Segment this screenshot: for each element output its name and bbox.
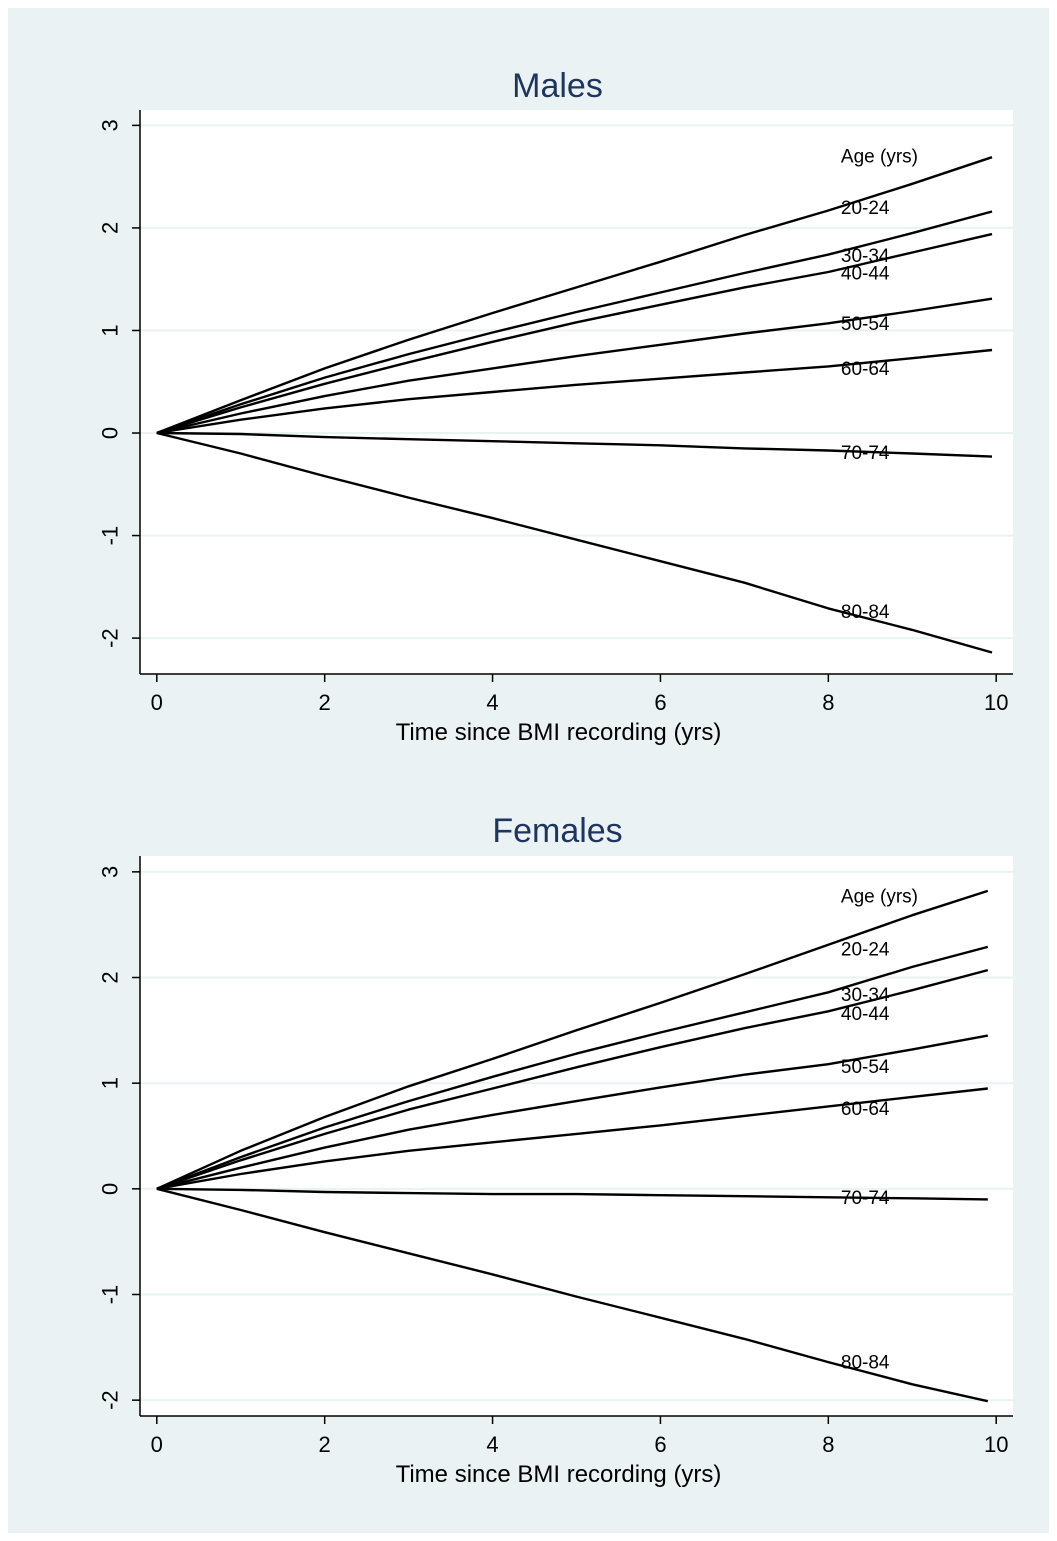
series-label: 60-64 (841, 359, 890, 380)
plot-region (140, 856, 1013, 1416)
y-tick-label: 1 (98, 324, 123, 336)
series-label: 30-34 (841, 246, 890, 267)
x-tick-label: 4 (486, 1432, 498, 1457)
series-label: 60-64 (841, 1099, 890, 1120)
chart-title: Females (492, 812, 622, 850)
y-tick-label: 3 (98, 866, 123, 878)
x-axis-title: Time since BMI recording (yrs) (396, 1461, 722, 1488)
series-label: 80-84 (841, 1353, 890, 1374)
series-label: 20-24 (841, 940, 890, 961)
y-tick-label: 2 (98, 222, 123, 234)
x-tick-label: 4 (486, 690, 498, 715)
series-line-80-84 (156, 1187, 989, 1403)
series-line-20-24 (156, 889, 989, 1190)
series-line-70-74 (156, 1187, 988, 1201)
x-tick-label: 6 (654, 1432, 666, 1457)
y-tick-label: 0 (98, 427, 123, 439)
series-line-30-34 (156, 210, 993, 435)
y-tick-label: 1 (98, 1077, 123, 1089)
x-tick-label: 8 (822, 1432, 834, 1457)
plot-region (140, 110, 1013, 674)
series-label: 70-74 (841, 443, 890, 464)
y-tick-label: 3 (98, 119, 123, 131)
x-tick-label: 2 (319, 1432, 331, 1457)
legend-title: Age (yrs) (841, 887, 918, 908)
x-tick-label: 8 (822, 690, 834, 715)
y-tick-label: 2 (98, 971, 123, 983)
series-line-80-84 (156, 431, 993, 654)
x-tick-label: 2 (319, 690, 331, 715)
series-line-70-74 (156, 431, 993, 458)
series-line-20-24 (156, 156, 993, 435)
series-label: 40-44 (841, 1004, 890, 1025)
series-line-40-44 (156, 968, 989, 1190)
series-line-60-64 (156, 1087, 988, 1190)
series-line-40-44 (156, 232, 993, 435)
series-label: 30-34 (841, 985, 890, 1006)
x-tick-label: 0 (151, 690, 163, 715)
x-tick-label: 6 (654, 690, 666, 715)
series-label: 40-44 (841, 264, 890, 285)
series-label: 20-24 (841, 198, 890, 219)
series-line-60-64 (156, 348, 993, 435)
series-line-50-54 (156, 297, 993, 435)
series-label: 50-54 (841, 314, 890, 335)
x-tick-label: 0 (151, 1432, 163, 1457)
y-tick-label: -1 (98, 526, 123, 546)
legend-title: Age (yrs) (841, 147, 918, 168)
y-tick-label: -2 (98, 628, 123, 648)
chart-title: Males (512, 67, 603, 105)
females-panel: Females -2 -1 0 1 2 3 0 2 4 6 8 10 Time since BMI rec… (98, 812, 1013, 1488)
x-tick-label: 10 (984, 1432, 1008, 1457)
x-axis-title: Time since BMI recording (yrs) (396, 719, 722, 746)
x-tick-label: 10 (984, 690, 1008, 715)
series-line-30-34 (156, 945, 989, 1190)
series-label: 80-84 (841, 602, 890, 623)
y-tick-label: -2 (98, 1390, 123, 1410)
y-tick-label: -1 (98, 1285, 123, 1305)
series-line-50-54 (156, 1034, 989, 1190)
series-label: 70-74 (841, 1188, 890, 1209)
y-tick-label: 0 (98, 1183, 123, 1195)
males-panel: Males -2 -1 0 1 2 3 0 2 4 6 8 10 Time since BMI recor… (98, 67, 1013, 746)
series-label: 50-54 (841, 1057, 890, 1078)
